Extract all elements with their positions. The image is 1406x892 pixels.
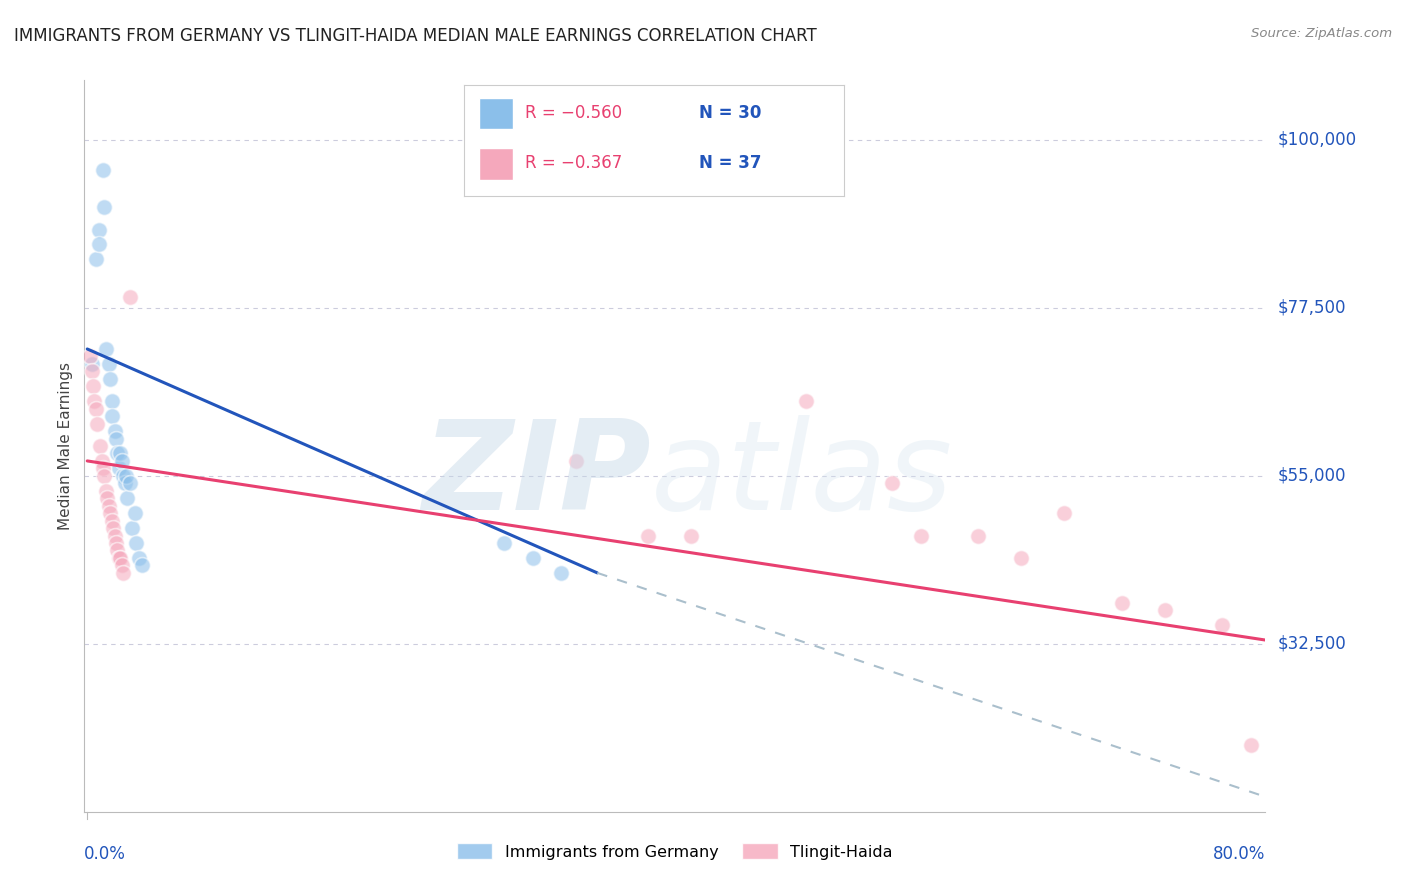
- Point: [97, 357, 120, 371]
- Point: [100, 409, 122, 424]
- Point: [128, 551, 150, 566]
- Text: $55,000: $55,000: [1277, 467, 1346, 485]
- Point: [120, 476, 142, 491]
- Point: [103, 528, 125, 542]
- Point: [117, 491, 139, 506]
- Point: [115, 468, 138, 483]
- Point: [98, 506, 121, 520]
- Point: [86, 417, 108, 431]
- Point: [84, 401, 107, 416]
- Point: [522, 551, 544, 566]
- Point: [87, 237, 110, 252]
- Point: [87, 222, 110, 236]
- Point: [90, 454, 112, 468]
- Text: $77,500: $77,500: [1277, 299, 1346, 317]
- Point: [100, 514, 122, 528]
- Point: [84, 252, 107, 267]
- Text: IMMIGRANTS FROM GERMANY VS TLINGIT-HAIDA MEDIAN MALE EARNINGS CORRELATION CHART: IMMIGRANTS FROM GERMANY VS TLINGIT-HAIDA…: [14, 27, 817, 45]
- Text: atlas: atlas: [651, 415, 953, 536]
- Point: [880, 476, 903, 491]
- Point: [1211, 618, 1233, 632]
- Point: [1053, 506, 1076, 520]
- Point: [112, 468, 135, 483]
- Point: [120, 290, 142, 304]
- Point: [104, 432, 127, 446]
- Point: [108, 461, 131, 475]
- Point: [94, 342, 117, 356]
- Point: [103, 424, 125, 438]
- Text: ZIP: ZIP: [423, 415, 651, 536]
- Text: Source: ZipAtlas.com: Source: ZipAtlas.com: [1251, 27, 1392, 40]
- Point: [1240, 738, 1263, 752]
- Point: [93, 468, 115, 483]
- Point: [101, 521, 124, 535]
- Y-axis label: Median Male Earnings: Median Male Earnings: [58, 362, 73, 530]
- Point: [93, 200, 115, 214]
- Point: [100, 394, 122, 409]
- Point: [131, 558, 153, 573]
- Point: [114, 476, 136, 491]
- Point: [910, 528, 932, 542]
- Point: [82, 379, 104, 393]
- Point: [679, 528, 702, 542]
- Point: [83, 394, 105, 409]
- Text: R = −0.367: R = −0.367: [524, 154, 621, 172]
- Point: [125, 536, 148, 550]
- Text: $100,000: $100,000: [1277, 131, 1357, 149]
- FancyBboxPatch shape: [479, 98, 513, 129]
- Point: [97, 499, 120, 513]
- Point: [492, 536, 515, 550]
- Point: [108, 551, 131, 566]
- Text: R = −0.560: R = −0.560: [524, 104, 621, 122]
- Point: [91, 461, 114, 475]
- Text: 0.0%: 0.0%: [84, 845, 127, 863]
- Text: $32,500: $32,500: [1277, 635, 1346, 653]
- Point: [110, 446, 132, 460]
- Point: [111, 558, 134, 573]
- Point: [107, 446, 129, 460]
- Point: [112, 566, 135, 580]
- Point: [1153, 603, 1175, 617]
- Point: [794, 394, 817, 409]
- Point: [96, 491, 118, 506]
- Point: [104, 536, 127, 550]
- Point: [98, 372, 121, 386]
- Point: [89, 439, 111, 453]
- Text: N = 30: N = 30: [699, 104, 762, 122]
- Legend: Immigrants from Germany, Tlingit-Haida: Immigrants from Germany, Tlingit-Haida: [450, 837, 900, 866]
- FancyBboxPatch shape: [479, 148, 513, 179]
- Point: [80, 364, 103, 378]
- Point: [564, 454, 586, 468]
- Point: [550, 566, 572, 580]
- Point: [110, 551, 132, 566]
- Point: [94, 483, 117, 498]
- Point: [111, 454, 134, 468]
- Point: [80, 357, 103, 371]
- Point: [637, 528, 659, 542]
- Point: [1111, 596, 1133, 610]
- Point: [1010, 551, 1032, 566]
- Point: [121, 521, 143, 535]
- Text: N = 37: N = 37: [699, 154, 762, 172]
- Point: [91, 162, 114, 177]
- Point: [79, 350, 101, 364]
- Text: 80.0%: 80.0%: [1213, 845, 1265, 863]
- Point: [967, 528, 990, 542]
- Point: [107, 543, 129, 558]
- Point: [124, 506, 146, 520]
